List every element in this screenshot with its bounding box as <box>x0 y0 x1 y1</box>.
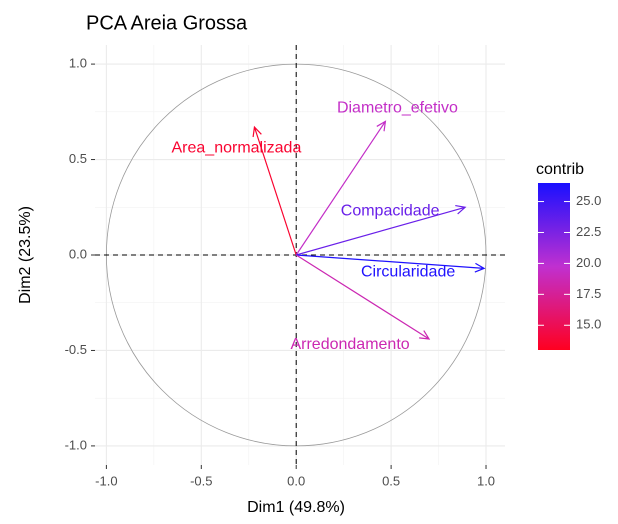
variable-label: Compacidade <box>341 202 440 219</box>
variable-label: Arredondamento <box>290 336 409 353</box>
chart-title: PCA Areia Grossa <box>86 12 248 34</box>
y-tick-label: 0.5 <box>69 151 87 166</box>
y-axis-title: Dim2 (23.5%) <box>17 206 34 304</box>
x-tick-label: 0.0 <box>287 473 305 488</box>
colorbar <box>538 183 570 350</box>
y-tick-label: 0.0 <box>69 246 87 261</box>
variable-label: Diametro_efetivo <box>337 100 458 117</box>
variable-arrow <box>252 125 297 256</box>
x-tick-label: -0.5 <box>190 473 212 488</box>
colorbar-label: 17.5 <box>576 286 601 301</box>
colorbar-label: 25.0 <box>576 193 601 208</box>
x-tick-label: -1.0 <box>95 473 117 488</box>
colorbar-label: 15.0 <box>576 317 601 332</box>
variable-label: Circularidade <box>361 264 455 281</box>
x-tick-label: 1.0 <box>477 473 495 488</box>
colorbar-label: 22.5 <box>576 224 601 239</box>
x-tick-label: 0.5 <box>382 473 400 488</box>
variable-label: Area_normalizada <box>172 139 302 156</box>
x-axis-title: Dim1 (49.8%) <box>247 499 345 516</box>
y-tick-label: -1.0 <box>65 437 87 452</box>
y-tick-label: -0.5 <box>65 342 87 357</box>
legend-title: contrib <box>536 161 584 178</box>
variable-arrow <box>296 204 467 256</box>
variable-arrow <box>295 254 431 340</box>
variable-arrow <box>295 120 387 256</box>
colorbar-label: 20.0 <box>576 255 601 270</box>
y-tick-label: 1.0 <box>69 56 87 71</box>
variable-arrow <box>296 254 486 273</box>
